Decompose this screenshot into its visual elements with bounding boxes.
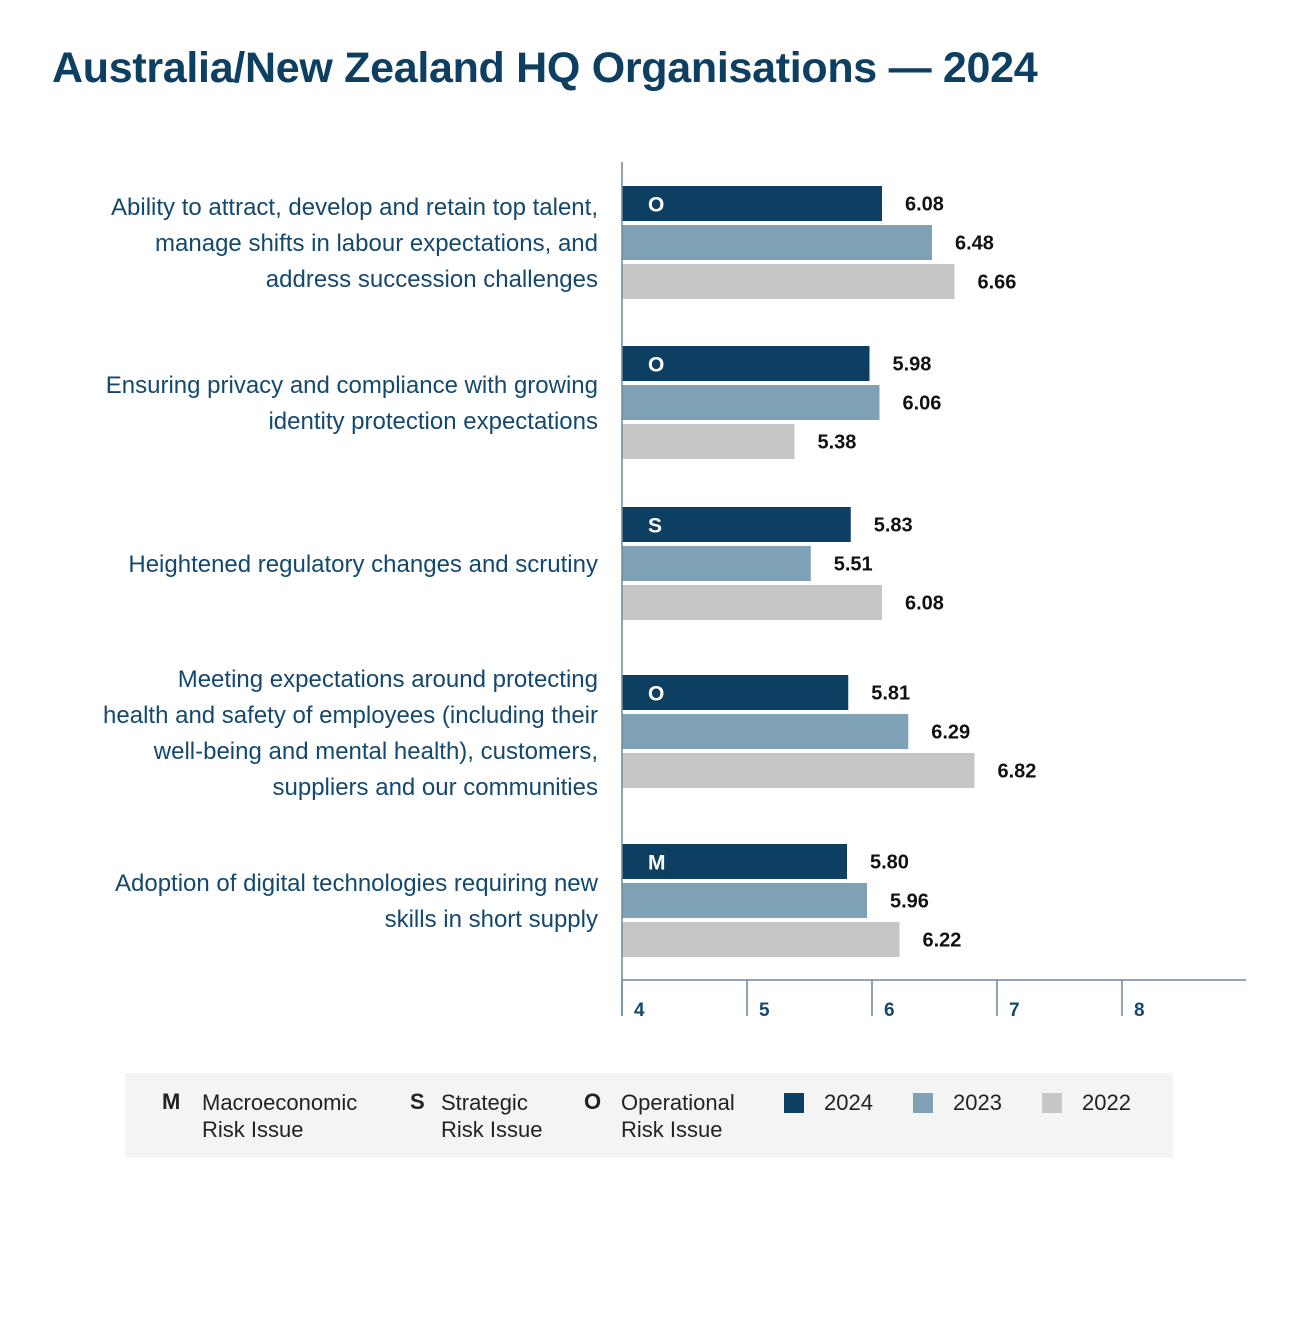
category-label-line: health and safety of employees (includin… <box>103 702 598 729</box>
data-label: 5.96 <box>890 891 929 913</box>
legend-text: Operational <box>621 1090 735 1115</box>
x-tick-label: 7 <box>1009 1000 1020 1021</box>
legend-text: Risk Issue <box>202 1117 304 1142</box>
category-label: Adoption of digital technologies requiri… <box>38 866 598 938</box>
category-label-line: identity protection expectations <box>268 408 598 435</box>
data-label: 5.81 <box>871 683 910 705</box>
category-label: Ability to attract, develop and retain t… <box>38 190 598 298</box>
legend-text: Risk Issue <box>441 1117 543 1142</box>
bar-2022 <box>622 424 795 459</box>
category-label: Meeting expectations around protecting he… <box>38 662 598 806</box>
category-label-line: Ensuring privacy and compliance with gro… <box>105 372 598 399</box>
bar-2023 <box>622 385 880 420</box>
legend: M Macroeconomic Risk Issue S Strategic Ris… <box>125 1073 1173 1158</box>
risk-type-letter: O <box>648 354 664 377</box>
risk-type-letter: O <box>648 683 664 706</box>
data-label: 5.98 <box>893 354 932 376</box>
bar-2024 <box>622 186 882 221</box>
chart-title: Australia/New Zealand HQ Organisations —… <box>52 44 1038 92</box>
legend-text: Macroeconomic <box>202 1090 358 1115</box>
risk-type-letter: S <box>648 515 662 538</box>
legend-year-label: 2023 <box>953 1090 1002 1115</box>
legend-swatch-2024 <box>784 1093 804 1113</box>
data-label: 6.08 <box>905 593 944 615</box>
risk-type-letter: O <box>648 194 664 217</box>
legend-text: Risk Issue <box>621 1117 723 1142</box>
risk-type-letter: M <box>648 852 666 875</box>
bar-2022 <box>622 922 900 957</box>
x-tick-label: 8 <box>1134 1000 1145 1021</box>
category-label: Heightened regulatory changes and scruti… <box>38 547 598 583</box>
bar-2023 <box>622 225 932 260</box>
legend-letter-m: M <box>162 1089 181 1114</box>
legend-letter-s: S <box>410 1089 425 1114</box>
category-label-line: address succession challenges <box>265 266 598 293</box>
category-label-line: Meeting expectations around protecting <box>177 666 598 693</box>
bar-2022 <box>622 264 955 299</box>
bar-2024 <box>622 507 851 542</box>
data-label: 5.83 <box>874 515 913 537</box>
data-label: 6.08 <box>905 194 944 216</box>
data-label: 6.82 <box>998 761 1037 783</box>
data-label: 5.38 <box>818 432 857 454</box>
bar-2024 <box>622 346 870 381</box>
bar-2023 <box>622 546 811 581</box>
bar-2022 <box>622 753 975 788</box>
x-tick-label: 4 <box>634 1000 645 1021</box>
legend-swatch-2023 <box>913 1093 933 1113</box>
data-label: 6.29 <box>931 722 970 744</box>
category-label-line: Heightened regulatory changes and scruti… <box>128 551 598 578</box>
category-label-line: suppliers and our communities <box>272 774 599 801</box>
legend-swatch-2022 <box>1042 1093 1062 1113</box>
x-tick-label: 5 <box>759 1000 770 1021</box>
data-label: 6.48 <box>955 233 994 255</box>
category-label-line: manage shifts in labour expectations, an… <box>155 230 598 257</box>
bar-2023 <box>622 714 909 749</box>
legend-text: Strategic <box>441 1090 528 1115</box>
data-label: 5.80 <box>870 852 909 874</box>
category-label-line: Ability to attract, develop and retain t… <box>111 194 598 221</box>
bar-2023 <box>622 883 867 918</box>
data-label: 6.06 <box>903 393 942 415</box>
category-label-line: Adoption of digital technologies requiri… <box>115 870 598 897</box>
bar-2022 <box>622 585 882 620</box>
category-label: Ensuring privacy and compliance with gro… <box>38 368 598 440</box>
category-label-line: skills in short supply <box>384 906 598 933</box>
data-label: 5.51 <box>834 554 873 576</box>
bar-2024 <box>622 844 847 879</box>
bar-2024 <box>622 675 849 710</box>
legend-year-label: 2024 <box>824 1090 873 1115</box>
data-label: 6.66 <box>978 272 1017 294</box>
legend-year-label: 2022 <box>1082 1090 1131 1115</box>
x-tick-label: 6 <box>884 1000 895 1021</box>
bar-chart: 6.08 6.48 6.66 O 5.98 6.06 5.38 O 5.835.51 6.08 S 5… <box>621 162 1246 1021</box>
legend-letter-o: O <box>584 1089 602 1114</box>
data-label: 6.22 <box>923 930 962 952</box>
category-label-line: well-being and mental health), customers… <box>153 738 598 765</box>
